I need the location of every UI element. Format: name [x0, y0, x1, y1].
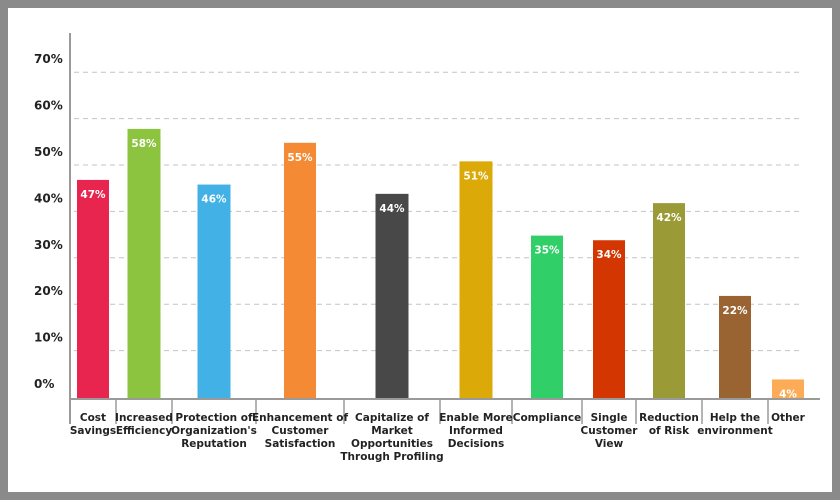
category-label: Cost Savings [70, 412, 116, 437]
data-label: 35% [534, 245, 560, 257]
category-label: Single Customer View [581, 412, 639, 450]
y-tick-label: 50% [34, 145, 63, 159]
category-label-line: Through Profiling [340, 451, 443, 463]
bar [531, 235, 563, 398]
category-label-line: Customer [581, 425, 639, 437]
bar [719, 295, 751, 398]
y-tick-label: 70% [34, 52, 63, 66]
y-tick-label: 40% [34, 191, 63, 205]
category-label-line: Cost [80, 412, 106, 424]
category-label: Increased Efficiency [115, 412, 173, 437]
category-label: Help the environment [697, 412, 772, 437]
y-tick-label: 0% [34, 377, 54, 391]
category-label-line: Reputation [181, 438, 247, 450]
category-label-line: Satisfaction [265, 438, 336, 450]
bar [593, 240, 625, 398]
category-label-line: Savings [70, 425, 116, 437]
data-label: 47% [80, 189, 106, 201]
category-label-line: Protection of [175, 412, 253, 424]
category-label-line: Organization's [171, 425, 257, 437]
bar [772, 379, 804, 398]
category-label: Enhancement of Customer Satisfaction [252, 412, 348, 450]
category-label-line: Single [591, 412, 628, 424]
data-label: 58% [131, 138, 157, 150]
category-label-line: Enhancement of [252, 412, 348, 424]
category-label: Capitalize of Market Opportunities Through … [340, 412, 443, 463]
category-label: Enable More Informed Decisions [439, 412, 513, 450]
category-label-line: Compliance [513, 412, 581, 424]
y-tick-label: 60% [34, 99, 63, 113]
category-label-line: Enable More [439, 412, 513, 424]
y-tick-label: 20% [34, 284, 63, 298]
category-label-line: Increased [115, 412, 173, 424]
category-label: Other [771, 412, 806, 424]
category-label-line: Market [371, 425, 413, 437]
category-label-line: Help the [710, 412, 760, 424]
data-label: 55% [287, 152, 313, 164]
category-label-line: View [595, 438, 624, 450]
category-label: Reduction of Risk [639, 412, 699, 437]
category-label: Protection of Organization's Reputation [171, 412, 257, 450]
category-label-line: Efficiency [116, 425, 173, 437]
y-tick-label: 30% [34, 238, 63, 252]
data-label: 34% [596, 249, 622, 261]
category-label-line: Reduction [639, 412, 699, 424]
category-label-line: Decisions [448, 438, 504, 450]
category-label-line: Customer [272, 425, 330, 437]
data-label: 51% [463, 170, 489, 182]
bar [77, 179, 109, 398]
category-label-line: Capitalize of [355, 412, 429, 424]
data-label: 44% [379, 203, 405, 215]
category-label-line: Informed [449, 425, 503, 437]
data-label: 22% [722, 305, 748, 317]
bar [653, 203, 685, 398]
category-label-line: Opportunities [351, 438, 433, 450]
bar [284, 142, 316, 398]
data-label: 4% [779, 388, 797, 400]
y-tick-label: 10% [34, 331, 63, 345]
bar [375, 193, 409, 398]
chart-frame: 0% 10% 20% 30% 40% 50% 60% 70% 47% Cost Savings 58%… [8, 8, 832, 492]
bar [197, 184, 231, 398]
category-label-line: environment [697, 425, 772, 437]
bar-chart: 0% 10% 20% 30% 40% 50% 60% 70% 47% Cost Savings 58%… [34, 33, 820, 463]
category-label: Compliance [513, 412, 581, 424]
data-label: 46% [201, 194, 227, 206]
category-label-line: Other [771, 412, 806, 424]
data-label: 42% [656, 212, 682, 224]
category-label-line: of Risk [649, 425, 690, 437]
bar [459, 161, 493, 398]
bar [127, 128, 161, 398]
